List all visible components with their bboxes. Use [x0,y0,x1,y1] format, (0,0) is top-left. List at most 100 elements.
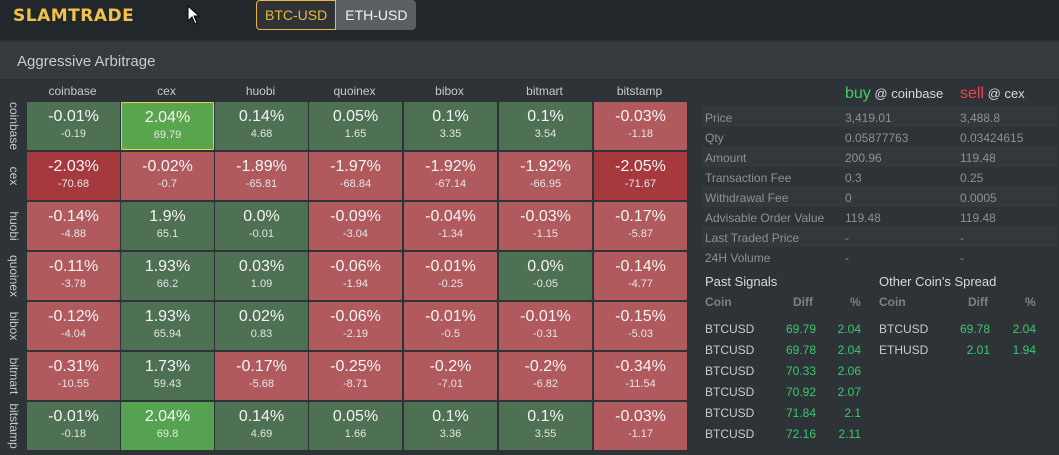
mouse-cursor-icon [187,5,201,25]
column-header: quoinex [333,84,376,98]
spread-cell[interactable]: -1.92% -66.95 [499,152,592,200]
spread-cell[interactable]: -0.17% -5.87 [594,202,687,250]
spread-cell[interactable]: -0.01% -0.18 [27,402,120,450]
row-header: bitmart [7,357,21,395]
sell-exchange: @ cex [987,86,1025,101]
spread-cell[interactable]: -0.06% -2.19 [309,302,402,350]
spread-cell[interactable]: 0.14% 4.68 [215,102,308,150]
pair-selector: BTC-USD ETH-USD [256,0,417,30]
spread-cell[interactable]: -0.03% -1.18 [594,102,687,150]
column-header: bitstamp [616,84,663,98]
sell-header: sell @ cex [960,85,1025,103]
signal-pct: 2.04 [837,343,861,357]
spread-cell[interactable]: 0.1% 3.35 [404,102,497,150]
signal-coin: BTCUSD [705,427,755,441]
signal-coin: BTCUSD [705,385,755,399]
spread-cell[interactable]: -1.97% -68.84 [309,152,402,200]
signal-pct: 2.07 [837,385,861,399]
spread-cell[interactable]: -0.04% -1.34 [404,202,497,250]
sell-label: sell [960,85,985,102]
signal-coin: BTCUSD [705,364,755,378]
spread-cell[interactable]: 1.9% 65.1 [121,202,214,250]
spread-cell[interactable]: 1.93% 66.2 [121,252,214,300]
signal-diff: 72.16 [785,427,816,441]
spread-cell[interactable]: -0.03% -1.15 [499,202,592,250]
spread-cell[interactable]: 0.1% 3.55 [499,402,592,450]
spread-cell[interactable]: 2.04% 69.8 [121,402,214,450]
spread-cell[interactable]: 0.14% 4.69 [215,402,308,450]
spread-coin: ETHUSD [879,343,929,357]
app-logo[interactable]: SLAMTRADE [13,6,135,26]
spread-cell[interactable]: -0.15% -5.03 [594,302,687,350]
spread-cell[interactable]: -0.2% -7.01 [404,352,497,400]
buy-label: buy [845,85,871,102]
past-signals-title: Past Signals [705,274,778,289]
signal-pct: 2.04 [837,322,861,336]
spread-cell-selected[interactable]: 2.04% 69.79 [121,102,214,150]
spread-cell[interactable]: -0.14% -4.77 [594,252,687,300]
spread-cell[interactable]: -0.14% -4.88 [27,202,120,250]
signal-diff: 71.84 [785,406,816,420]
spread-cell[interactable]: -0.12% -4.04 [27,302,120,350]
buy-header: buy @ coinbase [845,85,943,103]
row-header: huobi [7,211,21,241]
spread-cell[interactable]: 0.05% 1.66 [309,402,402,450]
panel-header: Aggressive Arbitrage [0,43,1059,80]
spread-cell[interactable]: 0.05% 1.65 [309,102,402,150]
spread-cell[interactable]: -0.09% -3.04 [309,202,402,250]
pair-btc-usd-button[interactable]: BTC-USD [256,0,337,30]
spread-cell[interactable]: 0.1% 3.36 [404,402,497,450]
past-signals-col-pct: % [850,295,861,309]
spread-cell[interactable]: -0.01% -0.25 [404,252,497,300]
spread-cell[interactable]: -0.11% -3.78 [27,252,120,300]
signal-pct: 2.11 [838,427,861,441]
trade-row: Price 3,419.01 3,488.8 [702,107,1057,127]
spread-cell[interactable]: -0.2% -6.82 [499,352,592,400]
spread-cell[interactable]: -0.34% -11.54 [594,352,687,400]
spread-cell[interactable]: 0.02% 0.83 [215,302,308,350]
pair-eth-usd-button[interactable]: ETH-USD [336,0,417,30]
spread-coin: BTCUSD [879,322,929,336]
spread-cell[interactable]: -0.01% -0.5 [404,302,497,350]
spread-cell[interactable]: 1.93% 65.94 [121,302,214,350]
row-header: bibox [7,311,21,341]
signal-coin: BTCUSD [705,406,755,420]
spread-cell[interactable]: -0.31% -10.55 [27,352,120,400]
trade-row: Transaction Fee 0.3 0.25 [705,171,984,185]
row-header: quoinex [7,254,21,298]
spread-cell[interactable]: -0.25% -8.71 [309,352,402,400]
spread-cell[interactable]: -0.01% -0.31 [499,302,592,350]
column-header: bibox [435,84,464,98]
spread-cell[interactable]: -1.89% -65.81 [215,152,308,200]
other-spread-col-pct: % [1025,295,1036,309]
spread-cell[interactable]: -0.03% -1.17 [594,402,687,450]
other-spread-col-diff: Diff [968,295,988,309]
spread-cell[interactable]: 0.0% -0.01 [215,202,308,250]
signal-diff: 69.79 [785,322,816,336]
column-header: cex [157,84,176,98]
spread-cell[interactable]: 0.1% 3.54 [499,102,592,150]
column-header: huobi [245,84,276,98]
spread-cell[interactable]: -2.05% -71.67 [594,152,687,200]
top-bar: SLAMTRADE BTC-USD ETH-USD [0,0,1059,40]
spread-cell[interactable]: 0.03% 1.09 [215,252,308,300]
trade-row: Amount 200.96 119.48 [702,147,1057,167]
panel-title: Aggressive Arbitrage [17,53,156,70]
row-header: coinbase [7,101,21,151]
spread-cell[interactable]: -0.17% -5.68 [215,352,308,400]
trade-row: Last Traded Price - - [702,227,1057,247]
past-signals-col-diff: Diff [793,295,813,309]
spread-cell[interactable]: -0.01% -0.19 [27,102,120,150]
spread-cell[interactable]: 0.0% -0.05 [499,252,592,300]
row-header: bitstamp [7,403,21,449]
spread-cell[interactable]: -1.92% -67.14 [404,152,497,200]
spread-cell[interactable]: -0.02% -0.7 [121,152,214,200]
spread-diff: 69.78 [959,322,990,336]
spread-cell[interactable]: -0.06% -1.94 [309,252,402,300]
column-header: bitmart [526,84,563,98]
spread-cell[interactable]: 1.73% 59.43 [121,352,214,400]
other-spread-col-coin: Coin [879,295,906,309]
trade-row: Withdrawal Fee 0 0.0005 [702,187,1057,207]
column-header: coinbase [48,84,97,98]
spread-cell[interactable]: -2.03% -70.68 [27,152,120,200]
